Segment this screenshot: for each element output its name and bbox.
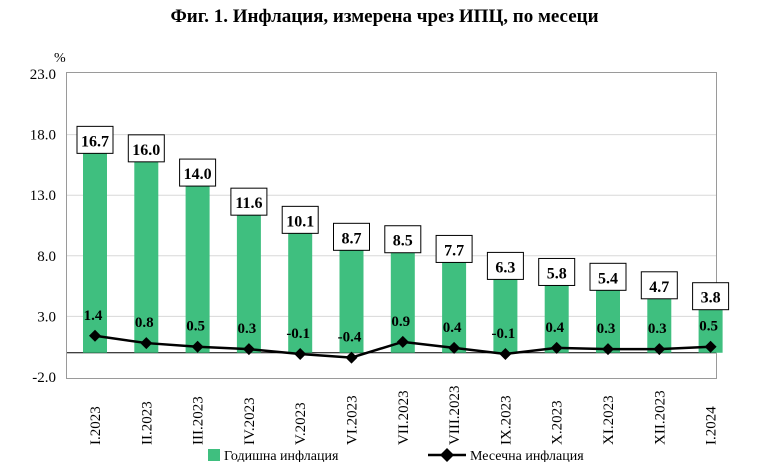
y-tick-label: 8.0	[37, 249, 56, 265]
line-value-label: -0.4	[338, 330, 362, 346]
x-tick-label: II.2023	[139, 401, 155, 445]
bar-value-box	[179, 158, 217, 187]
x-tick-label: X.2023	[550, 400, 566, 445]
x-tick-label: VIII.2023	[447, 385, 463, 445]
x-tick-label: IV.2023	[242, 397, 258, 445]
y-tick-label: -2.0	[32, 370, 56, 386]
bar-value-label: 16.7	[81, 133, 109, 150]
bar-annual-inflation	[288, 230, 313, 353]
bar-annual-inflation	[185, 183, 210, 353]
x-tick-label: V.2023	[293, 402, 309, 445]
y-tick-label: 18.0	[30, 128, 56, 144]
x-tick-label: XII.2023	[652, 390, 668, 445]
monthly-inflation-point	[653, 343, 666, 356]
bar-annual-inflation	[596, 287, 620, 353]
line-value-label: 0.3	[597, 321, 616, 337]
line-value-label: 0.4	[443, 320, 462, 336]
monthly-inflation-point	[602, 343, 614, 356]
bar-value-label: 3.8	[701, 290, 721, 307]
line-value-label: 0.3	[648, 321, 667, 337]
chart-title: Фиг. 1. Инфлация, измерена чрез ИПЦ, по …	[170, 6, 599, 27]
x-tick-label: XI.2023	[601, 395, 617, 445]
x-tick-label: VII.2023	[396, 390, 412, 445]
bar-annual-inflation	[339, 247, 364, 353]
monthly-inflation-point	[191, 340, 204, 353]
monthly-inflation-point	[448, 341, 461, 354]
line-value-label: 0.8	[135, 315, 154, 331]
bar-value-label: 8.5	[393, 233, 413, 250]
y-tick-label: 13.0	[30, 188, 56, 204]
monthly-inflation-point	[499, 347, 512, 360]
monthly-inflation-point	[294, 347, 307, 360]
bar-value-box	[333, 222, 370, 251]
monthly-inflation-point	[140, 337, 153, 350]
monthly-inflation-point	[396, 335, 409, 348]
y-tick-label: 23.0	[30, 67, 56, 83]
x-tick-label: VI.2023	[345, 395, 361, 445]
monthly-inflation-point	[704, 340, 717, 353]
bar-value-label: 5.4	[598, 270, 618, 287]
bar-value-label: 11.6	[235, 195, 262, 212]
bar-value-label: 6.3	[495, 259, 515, 276]
line-value-label: 0.5	[186, 319, 205, 335]
bar-annual-inflation	[83, 150, 107, 353]
bar-annual-inflation	[236, 212, 261, 353]
bar-value-box	[230, 187, 268, 216]
bar-annual-inflation	[544, 282, 569, 353]
bar-value-label: 10.1	[286, 213, 314, 230]
bar-value-box	[281, 205, 319, 234]
bar-value-box	[538, 257, 576, 286]
line-value-label: 0.4	[545, 320, 564, 336]
monthly-inflation-point	[550, 341, 563, 354]
bar-annual-inflation	[390, 249, 415, 353]
plot-frame	[66, 72, 717, 379]
bar-value-box	[640, 271, 678, 300]
bar-value-box	[76, 125, 114, 154]
line-value-label: 0.5	[699, 319, 718, 335]
x-tick-label: III.2023	[191, 396, 207, 445]
x-tick-label: IX.2023	[498, 395, 514, 445]
bar-value-label: 7.7	[444, 242, 464, 259]
bar-value-label: 16.0	[132, 142, 160, 159]
monthly-inflation-point	[242, 343, 255, 356]
bar-annual-inflation	[134, 158, 159, 353]
legend-label-annual: Годишна инфлация	[224, 449, 339, 462]
bar-value-label: 14.0	[184, 166, 212, 183]
line-value-label: -0.1	[286, 326, 310, 342]
bar-value-box	[486, 251, 524, 280]
y-tick-label: 3.0	[37, 309, 56, 325]
monthly-inflation-point	[89, 329, 101, 342]
y-unit-label: %	[54, 51, 66, 66]
bar-value-label: 8.7	[342, 230, 362, 247]
bar-annual-inflation	[493, 276, 518, 353]
legend-marker-monthly	[440, 448, 454, 462]
legend-label-monthly: Месечна инфлация	[470, 449, 584, 462]
monthly-inflation-point	[345, 351, 358, 364]
line-value-label: 1.4	[84, 308, 103, 324]
bar-value-box	[127, 134, 165, 163]
bar-value-label: 5.8	[547, 265, 567, 282]
bar-value-label: 4.7	[649, 279, 669, 296]
line-value-label: 0.3	[238, 321, 257, 337]
line-value-label: -0.1	[492, 326, 516, 342]
bar-value-box	[384, 225, 422, 254]
legend-swatch-annual	[208, 449, 220, 461]
bar-value-box	[435, 234, 473, 263]
x-tick-label: I.2023	[88, 406, 104, 445]
bar-value-box	[692, 282, 730, 311]
line-value-label: 0.9	[391, 314, 410, 330]
bar-value-box	[589, 262, 627, 291]
x-tick-label: I.2024	[704, 406, 720, 445]
bar-annual-inflation	[442, 259, 467, 353]
